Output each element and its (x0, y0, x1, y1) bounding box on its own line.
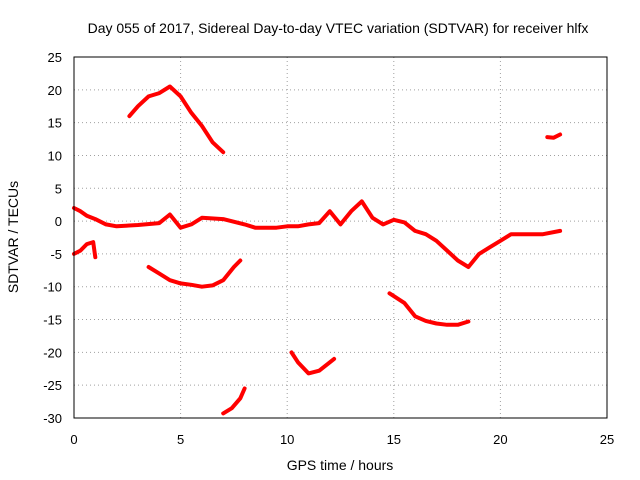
series-arc-mid (146, 258, 243, 289)
x-tick-label: 10 (280, 432, 294, 447)
x-tick-label: 0 (70, 432, 77, 447)
y-tick-label: 10 (48, 148, 62, 163)
y-tick-label: 0 (55, 214, 62, 229)
series-main-band (72, 199, 563, 269)
series-low-7h (221, 386, 247, 416)
series-low-10h (289, 350, 337, 376)
y-tick-label: -15 (43, 313, 62, 328)
x-tick-label: 5 (177, 432, 184, 447)
series-arc-high (127, 84, 226, 155)
x-tick-label: 25 (600, 432, 614, 447)
y-tick-label: -10 (43, 280, 62, 295)
grid (74, 57, 607, 418)
data-series (72, 84, 563, 416)
series-early-low (72, 240, 98, 260)
x-tick-label: 15 (387, 432, 401, 447)
chart-title: Day 055 of 2017, Sidereal Day-to-day VTE… (88, 20, 589, 36)
y-tick-label: -5 (50, 247, 62, 262)
y-tick-label: -20 (43, 345, 62, 360)
y-tick-label: -30 (43, 411, 62, 426)
x-axis-label: GPS time / hours (287, 457, 394, 473)
x-tick-labels: 0 5 10 15 20 25 (70, 432, 614, 447)
y-tick-label: 20 (48, 83, 62, 98)
y-tick-labels: -30 -25 -20 -15 -10 -5 0 5 10 15 20 25 (43, 50, 62, 426)
y-tick-label: 15 (48, 116, 62, 131)
y-tick-label: -25 (43, 378, 62, 393)
y-tick-label: 25 (48, 50, 62, 65)
series-high-22h (545, 132, 563, 140)
plot-frame (73, 56, 608, 419)
x-tick-label: 20 (493, 432, 507, 447)
series-mid-15h (387, 291, 471, 327)
y-axis-label: SDTVAR / TECUs (5, 181, 21, 293)
y-tick-label: 5 (55, 181, 62, 196)
